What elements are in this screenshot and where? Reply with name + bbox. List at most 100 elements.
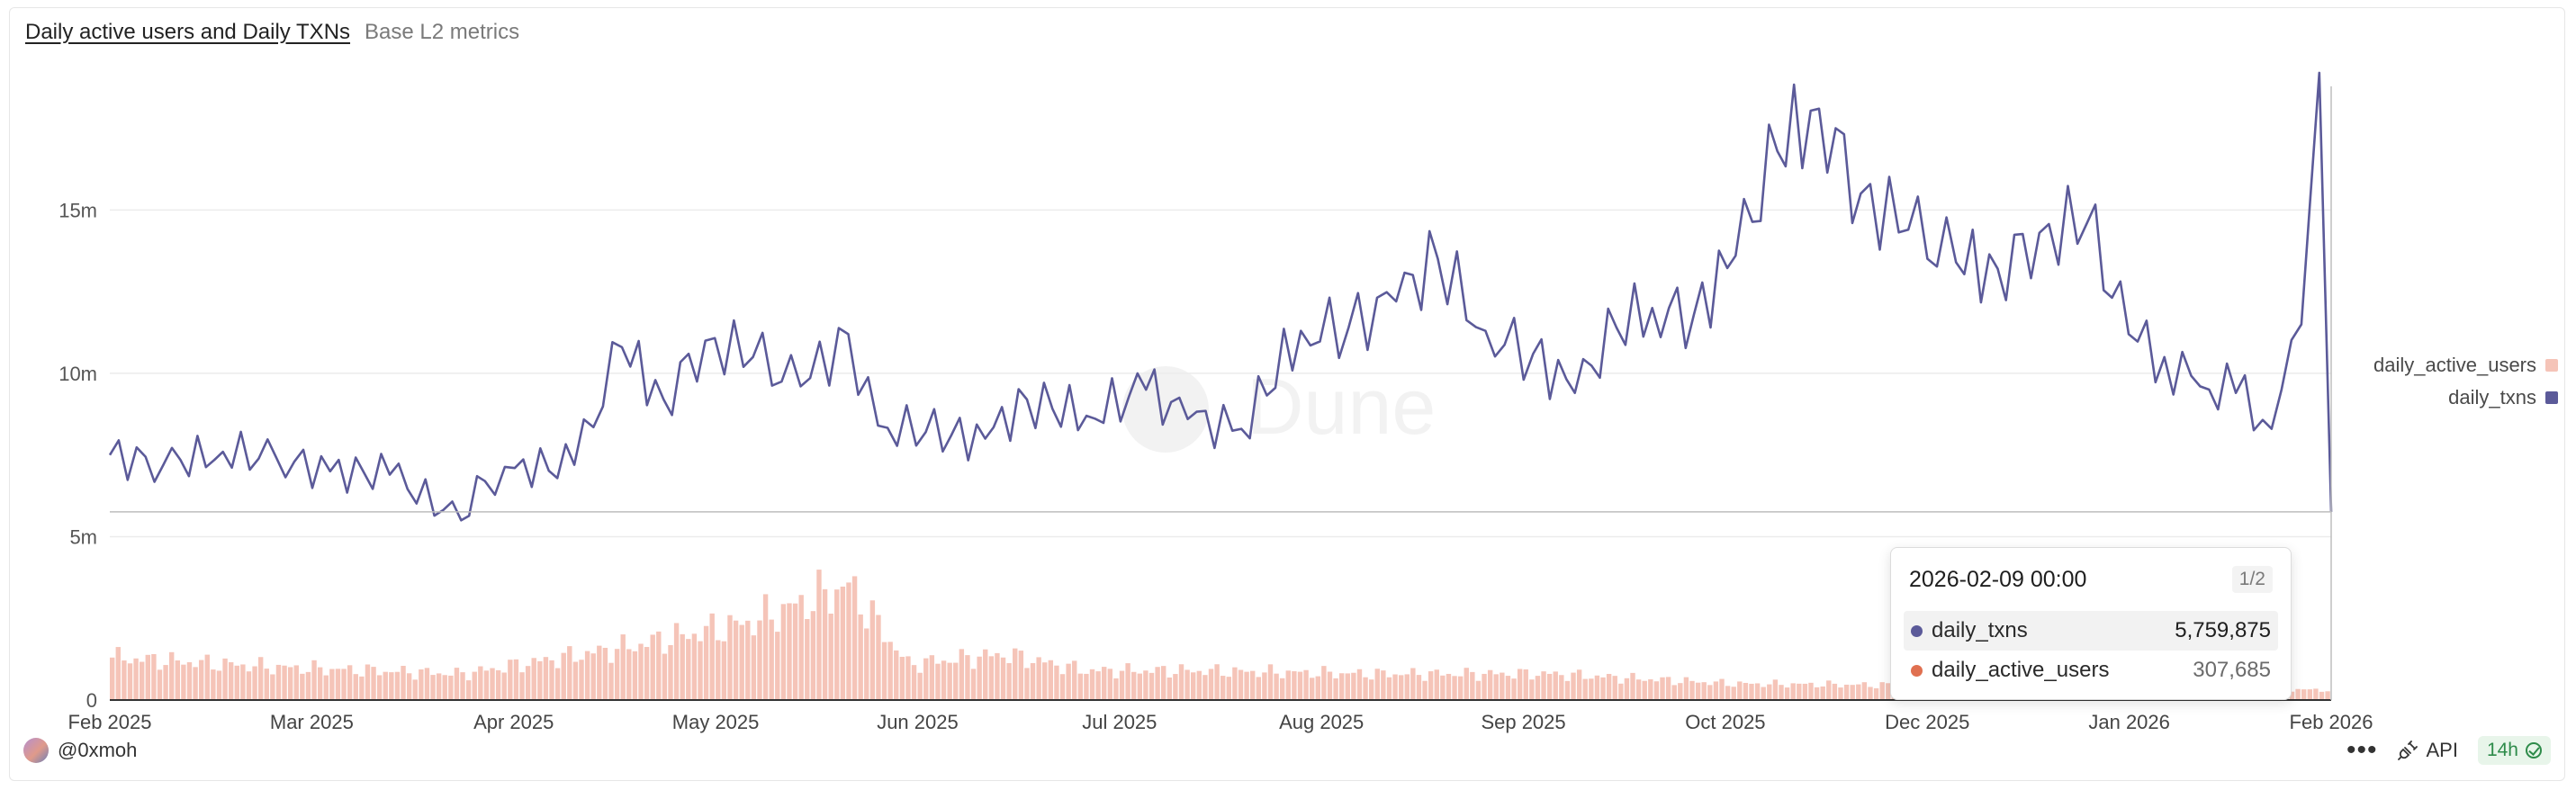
bar xyxy=(2289,691,2295,700)
bar xyxy=(572,661,579,700)
bar xyxy=(1440,675,1446,700)
bar xyxy=(1665,677,1671,700)
bar xyxy=(947,662,952,700)
watermark-text: Dune xyxy=(1247,362,1436,451)
bar xyxy=(1635,679,1642,700)
y-tick-label: 10m xyxy=(59,363,97,385)
bar xyxy=(246,671,252,700)
bar xyxy=(988,656,995,700)
bar xyxy=(703,625,709,700)
bar xyxy=(1511,678,1517,700)
bar xyxy=(525,666,531,700)
y-tick-label: 0 xyxy=(86,689,97,712)
bar xyxy=(1161,666,1166,700)
bar xyxy=(1500,672,1505,700)
tooltip-row-daily-active-users: daily_active_users 307,685 xyxy=(1904,651,2278,690)
bar xyxy=(1113,678,1119,700)
refresh-status-badge[interactable]: 14h xyxy=(2477,736,2551,765)
bar xyxy=(264,669,269,700)
bar xyxy=(1036,657,1041,700)
bar xyxy=(1630,672,1635,700)
bar xyxy=(1285,670,1291,700)
bar xyxy=(1024,668,1030,700)
legend-item-daily-active-users[interactable]: daily_active_users xyxy=(2373,349,2558,382)
bar xyxy=(739,624,744,700)
series-dot xyxy=(1911,624,1923,637)
bar xyxy=(1797,683,1802,700)
bar xyxy=(1125,663,1130,700)
bar xyxy=(389,672,394,700)
bar xyxy=(157,669,163,700)
bar xyxy=(1398,675,1404,700)
bar xyxy=(1856,684,1861,700)
bar xyxy=(1541,671,1546,700)
bar xyxy=(1814,687,1820,700)
bar xyxy=(317,667,323,700)
bar xyxy=(917,672,923,700)
bar xyxy=(1238,669,1244,700)
bar xyxy=(531,658,536,700)
bar xyxy=(805,619,810,700)
bar xyxy=(329,669,335,700)
x-tick-label: Mar 2025 xyxy=(270,711,354,733)
bar xyxy=(1737,681,1743,700)
more-options-button[interactable]: ••• xyxy=(2346,735,2378,765)
bar xyxy=(970,669,977,700)
bar xyxy=(1838,687,1843,700)
bar xyxy=(1731,687,1736,700)
api-button[interactable]: API xyxy=(2397,739,2458,762)
bar xyxy=(323,675,329,700)
bar xyxy=(1066,663,1071,700)
legend-item-daily-txns[interactable]: daily_txns xyxy=(2373,382,2558,414)
chart-legend: daily_active_users daily_txns xyxy=(2373,349,2558,414)
bar xyxy=(1873,687,1879,700)
bar xyxy=(442,675,447,700)
bar xyxy=(1879,682,1885,700)
bar xyxy=(1107,669,1113,700)
bar xyxy=(1095,671,1101,700)
bar xyxy=(1303,669,1309,700)
bar xyxy=(508,660,513,700)
check-icon xyxy=(2526,742,2542,759)
bar xyxy=(727,615,733,700)
legend-swatch xyxy=(2545,359,2558,372)
author-credit[interactable]: @0xmoh xyxy=(23,738,137,763)
bar xyxy=(614,649,620,700)
x-tick-label: May 2025 xyxy=(672,711,760,733)
bar xyxy=(1808,682,1814,700)
bar xyxy=(1571,672,1576,700)
bar xyxy=(1482,673,1487,700)
bar xyxy=(2325,691,2330,700)
bar xyxy=(787,603,792,700)
bar xyxy=(1030,662,1036,700)
bar xyxy=(1761,687,1766,700)
bar xyxy=(293,665,299,700)
bar xyxy=(1244,671,1249,700)
bar xyxy=(483,670,490,700)
bar xyxy=(757,620,762,700)
bar xyxy=(1582,678,1588,700)
bar xyxy=(1321,666,1327,700)
x-tick-label: Dec 2025 xyxy=(1885,711,1969,733)
bar xyxy=(181,664,186,700)
tooltip-pager[interactable]: 1/2 xyxy=(2231,566,2273,593)
bar xyxy=(1826,680,1832,700)
bar xyxy=(620,634,626,700)
bar xyxy=(1208,669,1214,700)
bar xyxy=(584,651,590,700)
bar xyxy=(1618,683,1624,700)
bar xyxy=(1333,678,1338,700)
bar xyxy=(1642,680,1647,700)
bar xyxy=(1523,669,1528,700)
bar xyxy=(1653,681,1660,700)
bar xyxy=(1749,683,1754,700)
bar xyxy=(478,666,483,700)
bar xyxy=(1166,678,1173,700)
bar xyxy=(1374,669,1380,700)
bar xyxy=(1386,677,1392,700)
bar xyxy=(1790,683,1796,700)
bar xyxy=(977,656,982,700)
chart-title-link[interactable]: Daily active users and Daily TXNs xyxy=(25,20,351,44)
y-axis-labels: 0 5m 10m 15m xyxy=(59,199,97,712)
bar xyxy=(1119,670,1125,700)
